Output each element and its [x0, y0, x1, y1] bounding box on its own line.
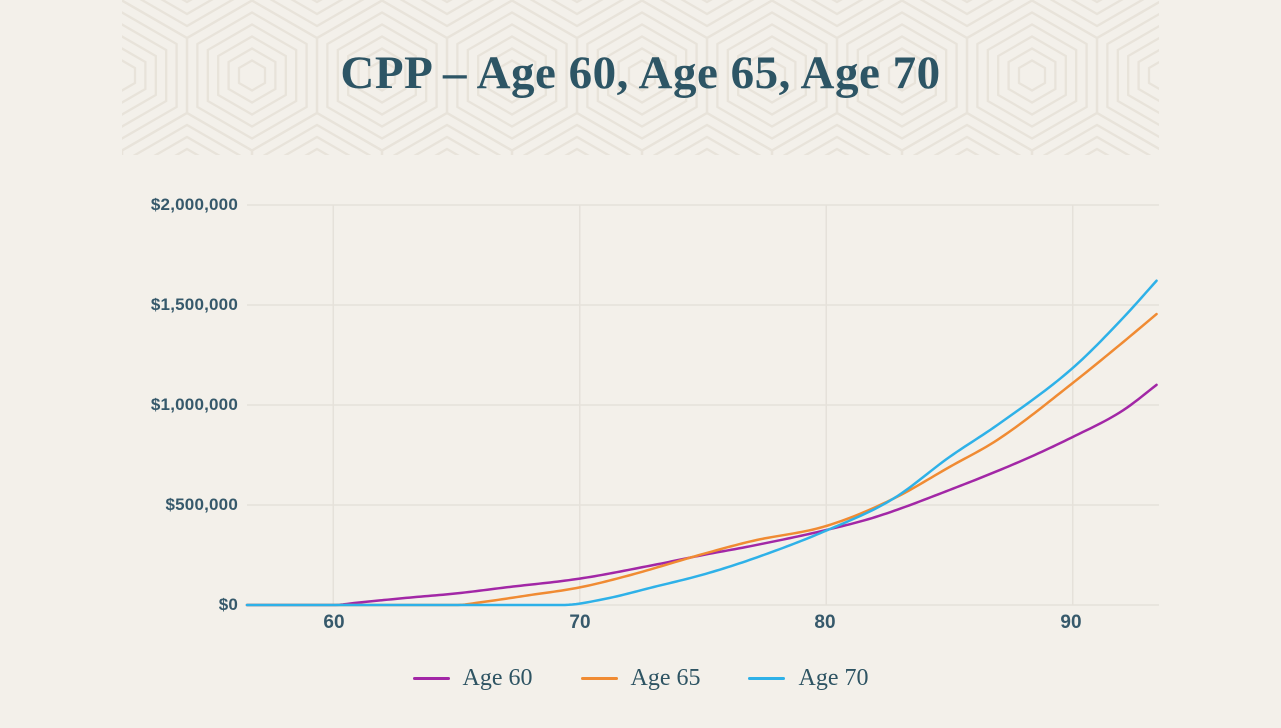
- y-axis-label: $2,000,000: [150, 195, 238, 214]
- x-axis-label: 70: [569, 612, 591, 633]
- y-axis-label: $1,000,000: [150, 395, 238, 414]
- header-banner: [122, 0, 1159, 155]
- chart-title: CPP – Age 60, Age 65, Age 70: [340, 47, 941, 99]
- legend-item-age-70[interactable]: Age 70: [748, 665, 868, 692]
- y-axis-label: $1,500,000: [150, 295, 238, 314]
- legend-label: Age 70: [798, 664, 869, 691]
- legend: Age 60 Age 65 Age 70: [0, 660, 1281, 696]
- legend-label: Age 65: [630, 664, 701, 691]
- series-line-age-60[interactable]: [245, 383, 1158, 607]
- x-axis-label: 60: [323, 612, 345, 633]
- legend-label: Age 60: [462, 664, 533, 691]
- legend-swatch-age-65: [580, 676, 618, 680]
- legend-item-age-65[interactable]: Age 65: [580, 664, 701, 692]
- legend-swatch-age-60: [412, 676, 450, 680]
- series-line-age-65[interactable]: [245, 312, 1158, 607]
- y-axis-label: $500,000: [165, 495, 238, 514]
- x-axis-label: 80: [814, 612, 836, 633]
- legend-swatch-age-70: [748, 676, 786, 680]
- y-axis-label: $0: [218, 595, 238, 614]
- legend-item-age-60[interactable]: Age 60: [412, 664, 533, 692]
- series-line-age-70[interactable]: [245, 279, 1158, 607]
- hexagon-pattern-decoration: [122, 0, 1159, 155]
- x-axis-label: 90: [1060, 612, 1082, 633]
